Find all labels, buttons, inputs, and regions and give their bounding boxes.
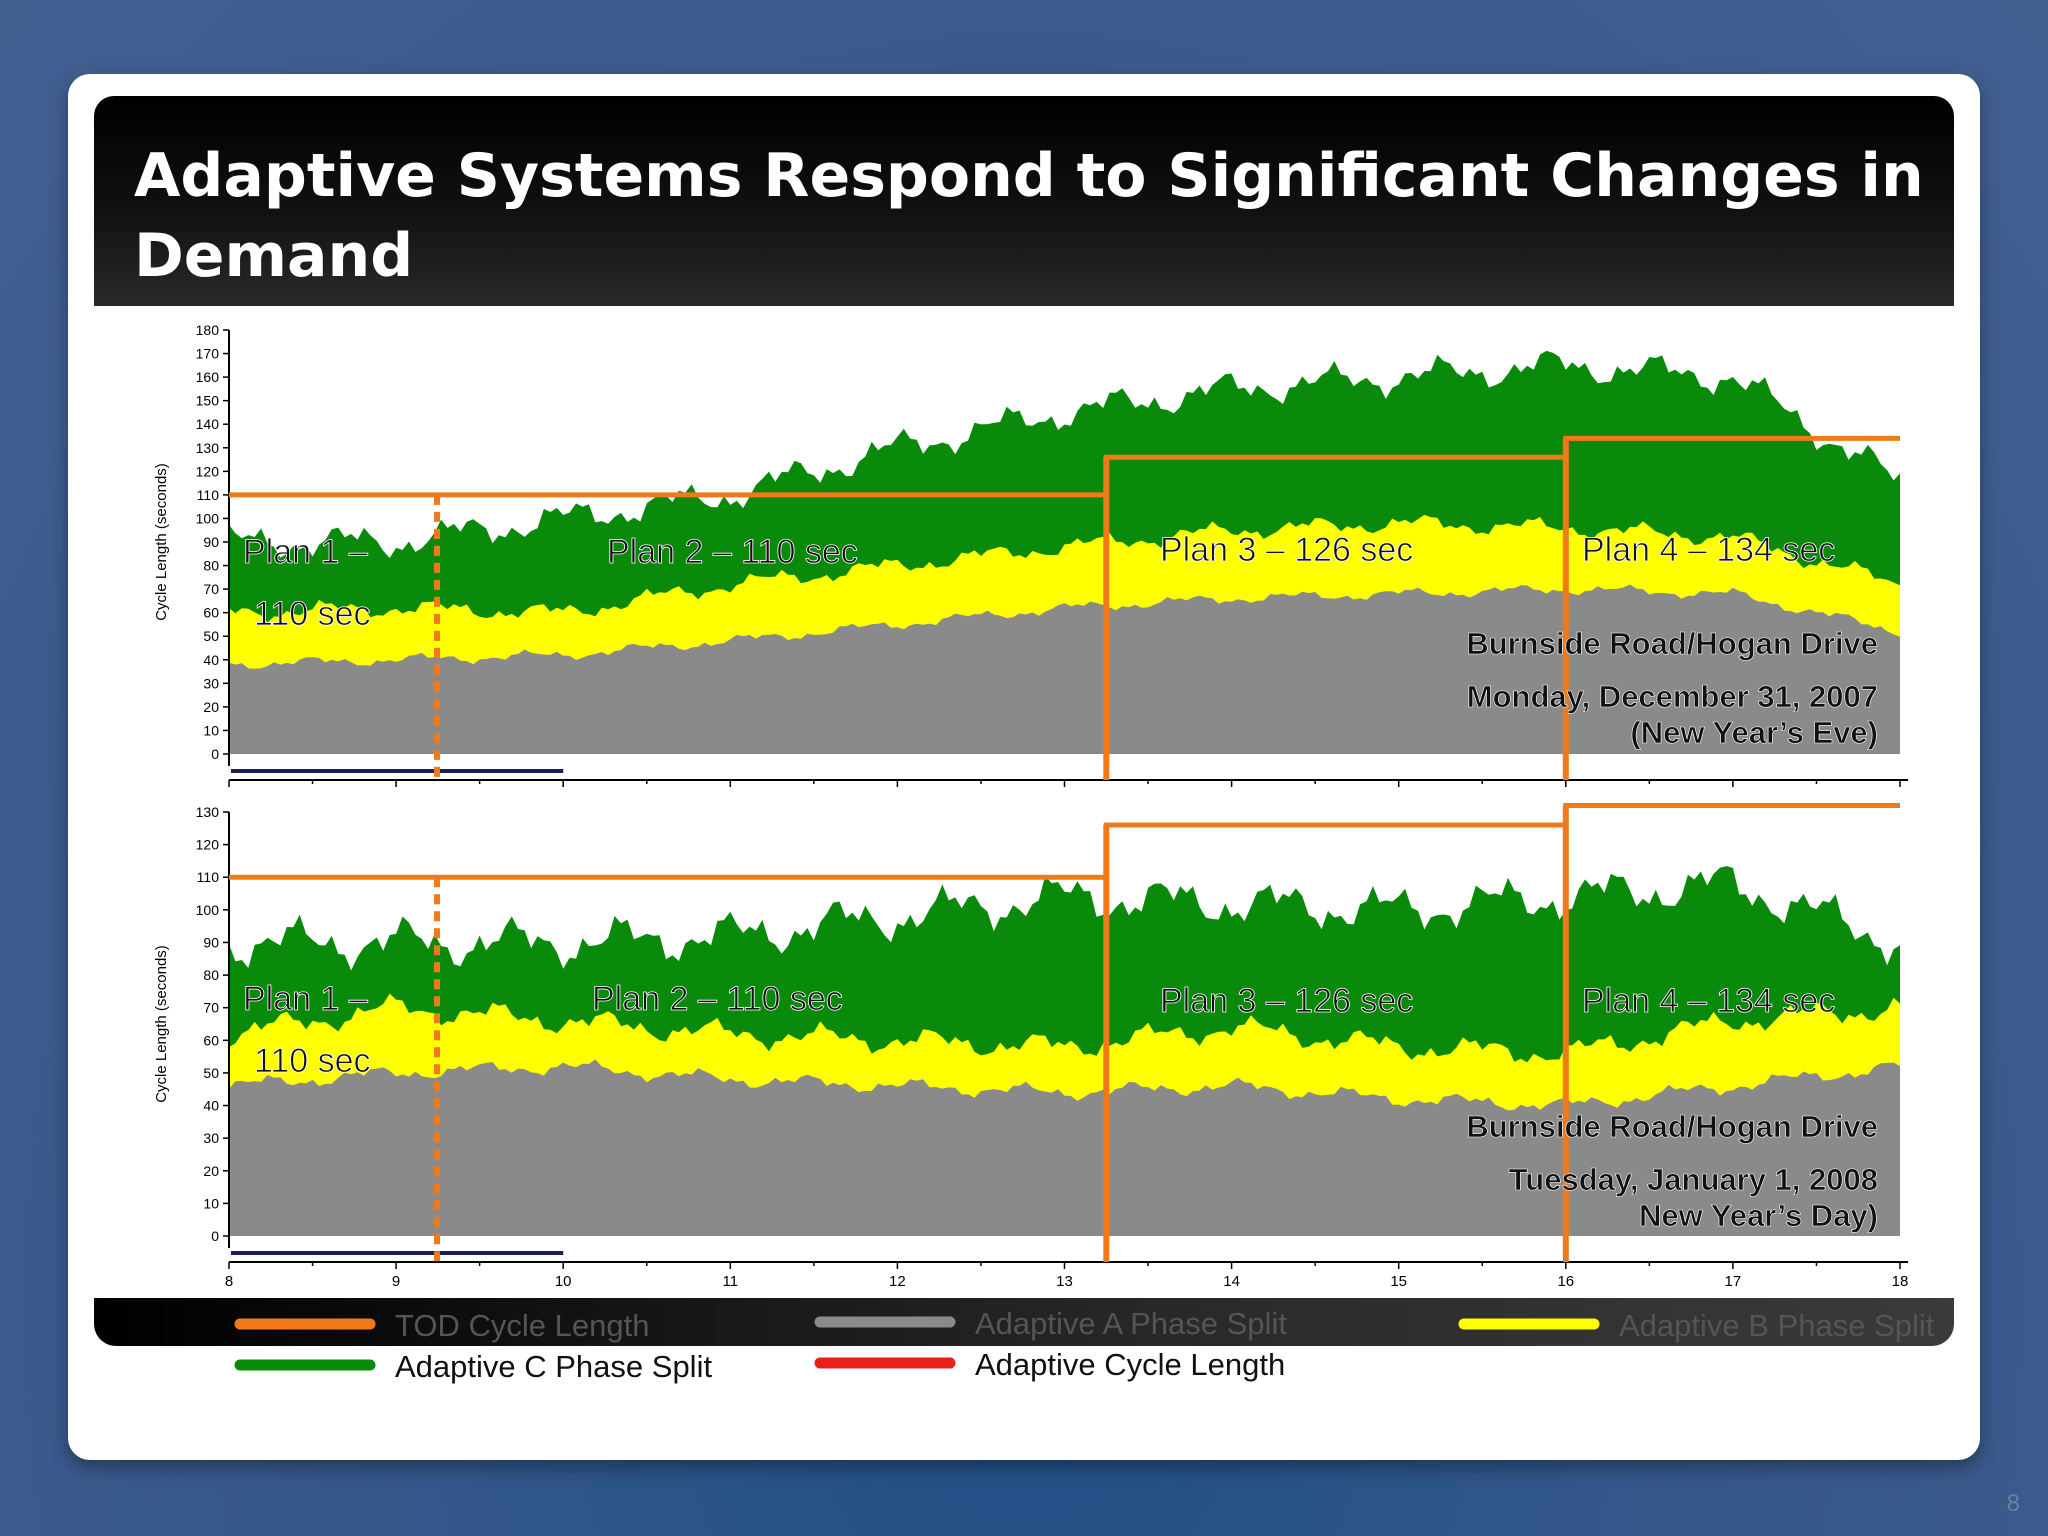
y-tick-label: 50 [203,1065,219,1081]
y-tick-label: 50 [203,628,219,644]
y-tick-label: 70 [203,1000,219,1016]
plan-label: 110 sec [254,595,371,633]
y-tick-label: 80 [203,967,219,983]
legend-bar [94,1298,1954,1346]
chart-panel-2: 0 10 20 30 40 50 60 70 80 90 100 110 120 130 Cycle Len… [153,803,1909,1290]
location-label: Burnside Road/Hogan Drive [1466,1109,1878,1144]
page-number: 8 [2006,1490,2020,1517]
y-tick-label: 130 [196,804,220,820]
legend-label: Adaptive A Phase Split [975,1306,1287,1341]
slide-title: Adaptive Systems Respond to Significant … [134,141,1924,291]
x-tick-label: 13 [1056,1273,1073,1290]
y-axis-title: Cycle Length (seconds) [153,463,170,621]
area-adaptive-a-phase-split [229,1059,1900,1236]
y-tick-label: 60 [203,1032,219,1048]
area-adaptive-a-phase-split [229,584,1900,754]
x-tick-label: 14 [1223,1273,1240,1290]
y-tick-label: 100 [196,510,220,526]
y-tick-label: 20 [203,699,219,715]
y-tick-label: 70 [203,581,219,597]
plan-label: Plan 1 – [243,533,368,571]
plan-label: Plan 4 – 134 sec [1582,531,1835,569]
x-tick-label: 15 [1390,1273,1407,1290]
y-tick-label: 20 [203,1163,219,1179]
y-tick-label: 10 [203,1195,219,1211]
tod-cycle-line [229,435,1900,498]
y-tick-label: 170 [196,346,220,362]
plan-label: Plan 3 – 126 sec [1160,982,1413,1020]
note-label: New Year’s Day) [1639,1198,1878,1233]
location-label: Burnside Road/Hogan Drive [1466,626,1878,661]
y-tick-label: 160 [196,369,220,385]
x-tick-label: 9 [392,1273,400,1290]
y-tick-label: 90 [203,934,219,950]
legend-label: Adaptive B Phase Split [1619,1308,1935,1343]
x-tick-label: 12 [889,1273,906,1290]
legend-label: Adaptive Cycle Length [975,1347,1285,1382]
x-tick-label: 17 [1725,1273,1742,1290]
x-tick-label: 11 [723,1273,739,1290]
chart-panel-1: 0 10 20 30 40 50 60 70 80 90 100 110 120 130 140 150 160… [153,322,1908,787]
legend-label: TOD Cycle Length [395,1308,649,1343]
x-tick-label: 16 [1557,1273,1574,1290]
tod-cycle-line [229,803,1900,880]
y-tick-label: 40 [203,1098,219,1114]
y-tick-label: 10 [203,722,219,738]
y-tick-label: 140 [196,416,220,432]
y-tick-label: 30 [203,1130,219,1146]
y-tick-label: 80 [203,558,219,574]
y-axis-title: Cycle Length (seconds) [153,945,170,1103]
legend-label: Adaptive C Phase Split [395,1349,712,1384]
y-tick-label: 180 [196,322,220,338]
plan-label: Plan 3 – 126 sec [1160,531,1413,569]
date-label: Monday, December 31, 2007 [1467,679,1878,714]
y-tick-label: 110 [197,869,220,885]
x-tick-label: 18 [1892,1273,1909,1290]
y-tick-label: 40 [203,652,219,668]
title-bar: Adaptive Systems Respond to Significant … [94,96,1954,306]
y-tick-label: 130 [196,440,220,456]
plan-label: Plan 1 – [243,980,368,1018]
chart-legend: TOD Cycle Length Adaptive A Phase Split Ad… [234,1306,1935,1384]
plan-label: Plan 2 – 110 sec [607,533,858,571]
y-tick-label: 110 [197,487,220,503]
x-tick-label: 8 [225,1273,233,1290]
y-tick-label: 0 [211,746,219,762]
y-tick-label: 90 [203,534,219,550]
y-tick-label: 120 [196,837,220,853]
y-tick-label: 30 [203,675,219,691]
y-tick-label: 100 [196,902,220,918]
note-label: (New Year’s Eve) [1630,715,1878,750]
plan-label: Plan 2 – 110 sec [592,980,843,1018]
y-tick-label: 150 [196,393,220,409]
plan-label: 110 sec [254,1042,371,1080]
plan-label: Plan 4 – 134 sec [1582,982,1835,1020]
y-tick-label: 120 [196,463,220,479]
x-tick-label: 10 [555,1273,572,1290]
y-tick-label: 60 [203,605,219,621]
date-label: Tuesday, January 1, 2008 [1509,1162,1878,1197]
y-tick-label: 0 [211,1228,219,1244]
